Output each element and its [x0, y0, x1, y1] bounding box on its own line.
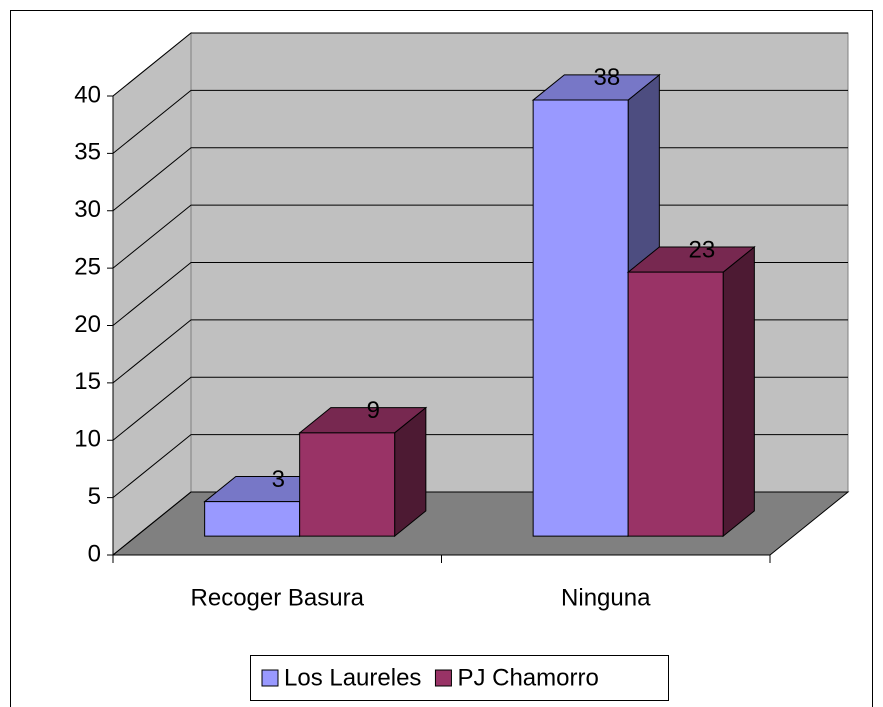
grid-line — [112, 32, 848, 97]
legend-swatch — [434, 669, 452, 687]
data-label: 9 — [367, 397, 380, 424]
x-tick-label: Ninguna — [561, 584, 651, 611]
legend-label: PJ Chamorro — [457, 664, 598, 691]
legend-box — [250, 655, 669, 701]
legend-label: Los Laureles — [284, 664, 421, 691]
y-tick-label: 5 — [88, 483, 101, 510]
y-tick-label: 30 — [74, 196, 101, 223]
y-tick-label: 15 — [74, 368, 101, 395]
bar — [298, 406, 428, 538]
data-label: 23 — [688, 236, 715, 263]
data-label: 38 — [593, 64, 620, 91]
bar-face — [627, 271, 724, 537]
y-tick-label: 35 — [74, 139, 101, 166]
y-tick-label: 20 — [74, 311, 101, 338]
legend-swatch — [261, 669, 279, 687]
data-label: 3 — [272, 466, 285, 493]
bar-face — [299, 432, 396, 537]
y-tick-label: 0 — [88, 540, 101, 567]
y-tick-label: 10 — [74, 426, 101, 453]
bar — [626, 245, 756, 538]
x-tick-label: Recoger Basura — [191, 584, 365, 611]
bar-face — [204, 501, 301, 537]
y-tick-label: 25 — [74, 253, 101, 280]
y-tick-label: 40 — [74, 81, 101, 108]
bar-face — [532, 99, 629, 537]
bar-face — [722, 245, 755, 538]
